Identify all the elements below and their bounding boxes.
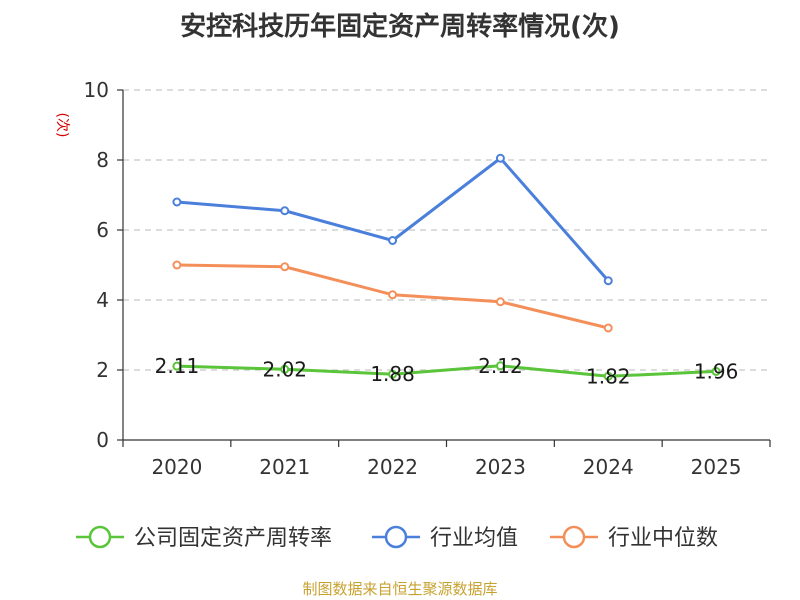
data-point xyxy=(388,236,398,245)
data-label: 2.02 xyxy=(262,357,307,381)
data-point xyxy=(495,297,505,307)
y-tick-label: 4 xyxy=(96,288,109,312)
data-label: 1.82 xyxy=(586,364,631,388)
data-point xyxy=(172,197,182,207)
chart-title: 安控科技历年固定资产周转率情况(次) xyxy=(180,12,620,42)
data-point xyxy=(603,323,613,333)
data-point xyxy=(280,364,290,374)
axes: 0 2 4 6 8 10 2020 2021 2022 2023 2024 2025 xyxy=(84,78,771,479)
legend-label: 行业均值 xyxy=(430,526,518,551)
legend-label: 行业中位数 xyxy=(608,526,718,551)
legend-marker xyxy=(562,525,586,549)
series-layer: 2.11 2.02 1.88 2.12 1.82 1.96 xyxy=(155,153,739,388)
data-label: 2.12 xyxy=(478,354,523,378)
legend-marker xyxy=(384,525,408,549)
data-point xyxy=(603,276,613,286)
data-point xyxy=(495,153,505,163)
y-tick-label: 10 xyxy=(84,78,109,102)
data-point xyxy=(388,369,398,379)
legend: 公司固定资产周转率 行业均值 行业中位数 xyxy=(76,525,718,551)
y-tick-label: 8 xyxy=(96,148,109,172)
x-tick-label: 2021 xyxy=(259,455,310,479)
x-tick-label: 2024 xyxy=(583,455,634,479)
data-point xyxy=(388,290,398,300)
source-note: 制图数据来自恒生聚源数据库 xyxy=(302,580,498,598)
data-point xyxy=(711,366,721,376)
data-point xyxy=(172,260,182,270)
x-tick-label: 2025 xyxy=(691,455,742,479)
legend-label: 公司固定资产周转率 xyxy=(134,526,332,551)
data-point xyxy=(280,206,290,216)
data-label: 1.96 xyxy=(694,359,739,383)
data-point xyxy=(280,262,290,272)
data-label: 1.88 xyxy=(370,362,415,386)
x-tick-label: 2023 xyxy=(475,455,526,479)
data-label: 2.11 xyxy=(155,354,200,378)
data-point xyxy=(603,371,613,381)
y-axis-label: (次) xyxy=(54,113,70,138)
data-point xyxy=(172,361,182,371)
y-tick-label: 6 xyxy=(96,218,109,242)
series-line-0 xyxy=(176,364,717,378)
series-line-1 xyxy=(176,156,610,282)
x-tick-label: 2020 xyxy=(151,455,202,479)
x-tick-label: 2022 xyxy=(367,455,418,479)
data-point xyxy=(495,361,505,371)
grid-lines xyxy=(123,89,770,371)
y-tick-label: 2 xyxy=(96,358,109,382)
y-tick-label: 0 xyxy=(96,428,109,452)
legend-marker xyxy=(88,525,112,549)
